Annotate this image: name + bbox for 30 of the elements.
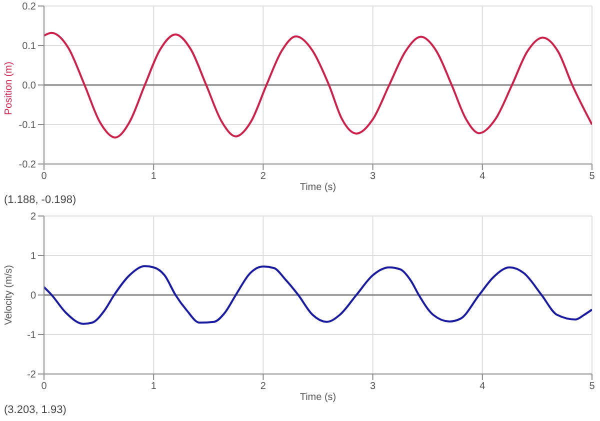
y-tick-label: -2 <box>27 370 36 381</box>
y-axis-title: Velocity (m/s) <box>4 264 15 325</box>
y-tick-label: -0.2 <box>18 160 36 171</box>
x-axis-title: Time (s) <box>300 182 336 193</box>
y-tick-label: 0.1 <box>22 41 36 52</box>
x-tick-label: 1 <box>150 171 157 182</box>
y-axis-title: Position (m) <box>4 62 15 115</box>
line-series <box>44 32 592 139</box>
x-tick-label: 5 <box>589 381 596 392</box>
text: (1.188, -0.198) <box>4 194 76 206</box>
x-tick-label: 0 <box>41 381 48 392</box>
x-tick-label: 4 <box>480 171 486 182</box>
y-tick-label: 0 <box>30 290 36 302</box>
y-tick-label: 0.0 <box>22 80 36 92</box>
x-tick-label: 3 <box>370 171 376 182</box>
y-tick-label: 0.2 <box>22 2 36 13</box>
y-tick-label: 2 <box>30 212 36 223</box>
x-tick-label: 5 <box>589 171 596 182</box>
x-tick-label: 1 <box>150 381 157 392</box>
line-series <box>44 265 592 325</box>
x-tick-label: 2 <box>260 381 266 392</box>
y-tick-label: -0.1 <box>18 120 36 132</box>
x-tick-label: 2 <box>260 171 266 182</box>
x-axis-title: Time (s) <box>300 392 336 403</box>
x-tick-label: 0 <box>41 171 48 182</box>
text: (3.203, 1.93) <box>4 404 66 416</box>
y-tick-label: 1 <box>30 251 36 262</box>
x-tick-label: 3 <box>370 381 376 392</box>
y-tick-label: -1 <box>27 330 36 342</box>
x-tick-label: 4 <box>480 381 486 392</box>
